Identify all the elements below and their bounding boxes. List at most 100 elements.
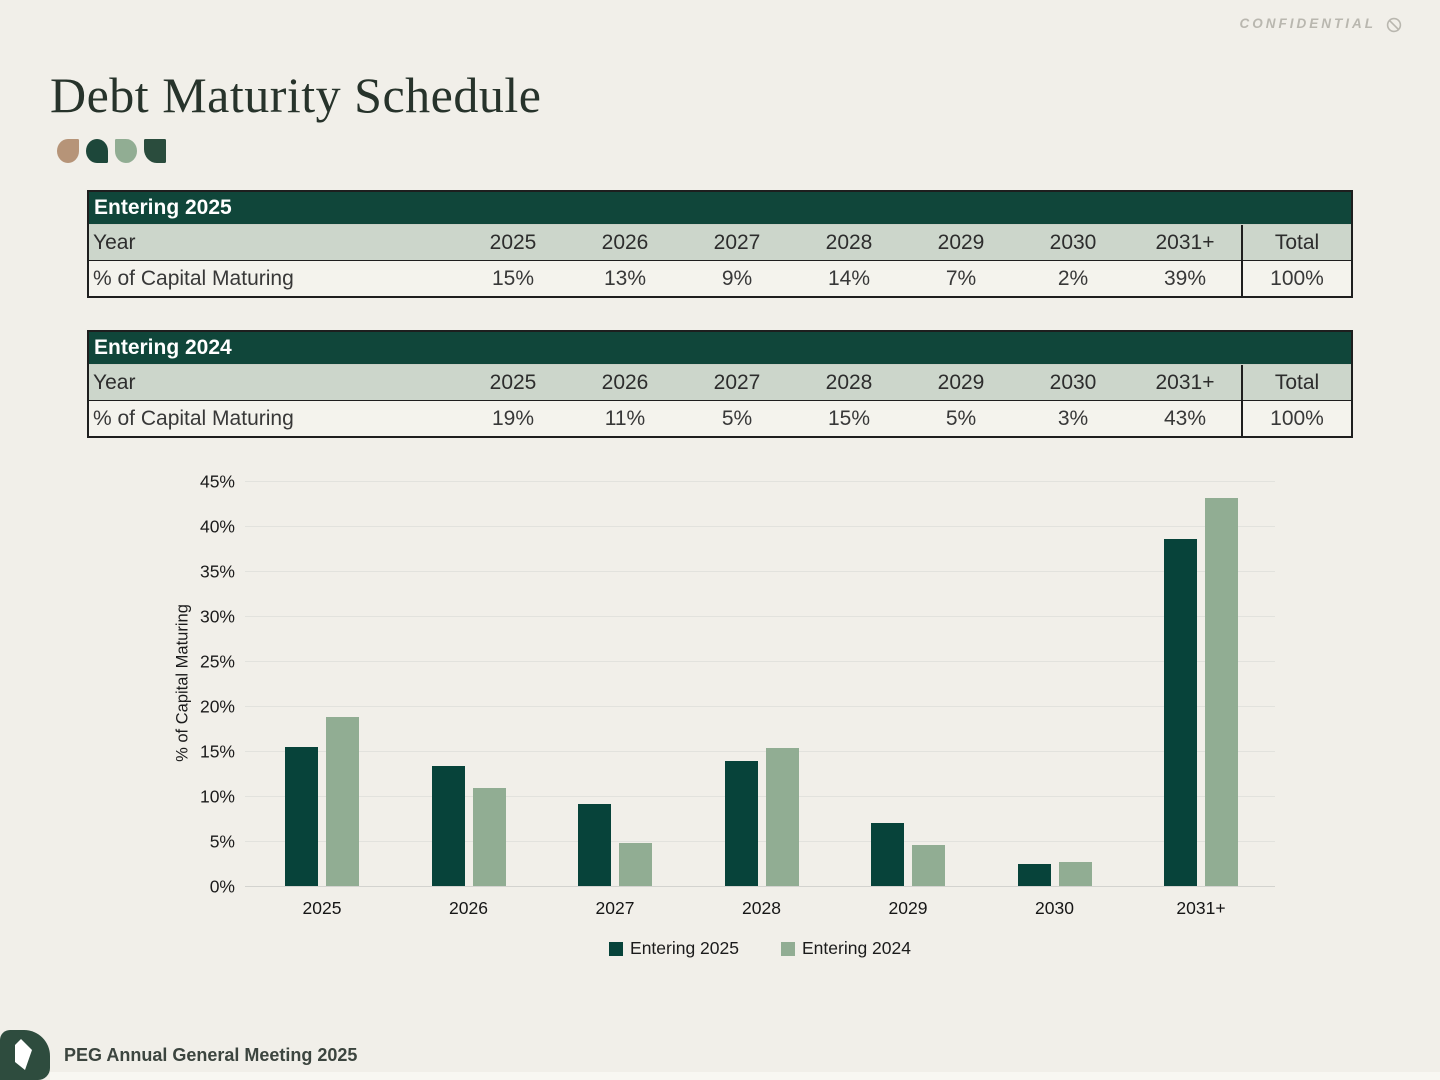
chart-legend: Entering 2025 Entering 2024 <box>245 938 1275 959</box>
table-value-cell: 15% <box>491 266 535 290</box>
x-axis-category-label: 2030 <box>1035 898 1074 918</box>
gridline <box>245 616 1275 617</box>
table-title: Entering 2025 <box>89 192 1351 225</box>
table-value-cell: 7% <box>945 266 977 290</box>
y-axis-tick-label: 5% <box>209 831 235 852</box>
table-value-cell: 100% <box>1241 261 1351 296</box>
table-value-cell: 13% <box>603 266 647 290</box>
leaf-icon <box>57 139 79 163</box>
legend-swatch-icon <box>609 941 624 956</box>
gridline <box>245 571 1275 572</box>
year-column-header: Total <box>1241 225 1351 260</box>
year-column-header: 2028 <box>825 230 873 254</box>
y-axis-title: % of Capital Maturing <box>173 604 192 762</box>
y-axis-tick-label: 10% <box>199 786 235 807</box>
gridline <box>245 661 1275 662</box>
year-column-header: 2031+ <box>1155 370 1215 394</box>
y-axis-tick-label: 25% <box>199 651 235 672</box>
year-column-header: 2031+ <box>1155 230 1215 254</box>
x-axis-category-label: 2026 <box>449 898 488 918</box>
x-axis-category-label: 2025 <box>302 898 342 918</box>
table-value-cell: 11% <box>604 406 646 430</box>
table-value-cell: 5% <box>945 406 977 430</box>
bar-entering-2025 <box>724 760 758 886</box>
year-column-header: 2030 <box>1049 370 1097 394</box>
year-column-header: Total <box>1241 365 1351 400</box>
leaf-icon <box>144 139 166 163</box>
table-value-cell: 5% <box>721 406 753 430</box>
bar-entering-2024 <box>326 716 359 886</box>
table-value-cell: 15% <box>827 406 871 430</box>
y-axis-tick-label: 20% <box>199 696 235 717</box>
bar-entering-2025 <box>1017 864 1051 886</box>
bar-entering-2024 <box>1205 498 1238 886</box>
title-decoration <box>57 139 166 163</box>
x-axis-category-label: 2031+ <box>1176 898 1226 918</box>
year-column-header: 2028 <box>825 370 873 394</box>
table-row: % of Capital Maturing 19% 11% 5% 15% 5% 3% 43% 1… <box>89 401 1351 436</box>
table-row: Year 2025 2026 2027 2028 2029 2030 2031+ Total <box>89 365 1351 401</box>
table-value-cell: 14% <box>827 266 871 290</box>
y-axis-tick-label: 15% <box>199 741 235 762</box>
table-value-cell: 2% <box>1057 266 1089 290</box>
year-column-header: 2026 <box>601 230 649 254</box>
year-column-header: 2026 <box>601 370 649 394</box>
table-value-cell: 43% <box>1163 406 1207 430</box>
gridline <box>245 706 1275 707</box>
year-column-header: 2029 <box>937 370 985 394</box>
gridline <box>245 886 1275 887</box>
confidential-label: CONFIDENTIAL <box>1239 16 1376 31</box>
data-row-label: % of Capital Maturing <box>93 406 294 430</box>
footer-strip <box>50 1072 1440 1080</box>
gridline <box>245 796 1275 797</box>
gridline <box>245 526 1275 527</box>
leaf-gem-icon <box>15 1039 32 1070</box>
y-axis-tick-label: 45% <box>199 471 235 492</box>
table-value-cell: 9% <box>721 266 753 290</box>
x-axis-category-label: 2029 <box>888 898 928 918</box>
legend-item: Entering 2024 <box>781 938 911 959</box>
bar-entering-2024 <box>619 842 652 886</box>
table-value-cell: 19% <box>491 406 535 430</box>
gridline <box>245 841 1275 842</box>
bar-entering-2024 <box>1058 861 1092 886</box>
company-logo <box>0 1030 50 1080</box>
page-title: Debt Maturity Schedule <box>50 67 542 123</box>
year-column-header: 2030 <box>1049 230 1097 254</box>
year-column-header: 2025 <box>489 230 537 254</box>
bar-entering-2025 <box>578 804 611 886</box>
y-axis-tick-label: 30% <box>199 606 235 627</box>
no-entry-icon <box>1386 17 1402 33</box>
legend-swatch-icon <box>781 941 795 956</box>
bar-entering-2025 <box>431 766 465 886</box>
y-axis-tick-label: 35% <box>199 561 235 582</box>
bar-chart: % of Capital Maturing Entering 2025 Enter… <box>0 460 1440 1000</box>
table-value-cell: 39% <box>1163 266 1207 290</box>
year-column-header: 2029 <box>937 230 985 254</box>
table-row: % of Capital Maturing 15% 13% 9% 14% 7% 2% 39% 1… <box>89 261 1351 296</box>
gridline <box>245 481 1275 482</box>
table-value-cell: 100% <box>1241 401 1351 436</box>
legend-label: Entering 2024 <box>802 938 911 958</box>
year-column-header: 2027 <box>713 370 761 394</box>
legend-label: Entering 2025 <box>630 938 739 958</box>
bar-entering-2024 <box>472 787 506 886</box>
year-column-header: 2025 <box>489 370 537 394</box>
legend-item: Entering 2025 <box>609 938 739 959</box>
leaf-icon <box>115 139 137 163</box>
x-axis-category-label: 2028 <box>742 898 781 918</box>
table-title: Entering 2024 <box>89 332 1351 365</box>
year-row-label: Year <box>93 230 136 254</box>
y-axis-tick-label: 40% <box>199 516 235 537</box>
leaf-icon <box>86 139 108 163</box>
bar-entering-2025 <box>871 823 904 886</box>
year-row-label: Year <box>93 370 136 394</box>
bar-entering-2024 <box>912 844 945 886</box>
year-column-header: 2027 <box>713 230 761 254</box>
table-entering-2025: Entering 2025 Year 2025 2026 2027 2028 2029 20… <box>87 190 1353 298</box>
bar-entering-2025 <box>285 747 318 886</box>
bar-entering-2025 <box>1164 538 1197 886</box>
gridline <box>245 751 1275 752</box>
footer-label: PEG Annual General Meeting 2025 <box>64 1045 358 1065</box>
